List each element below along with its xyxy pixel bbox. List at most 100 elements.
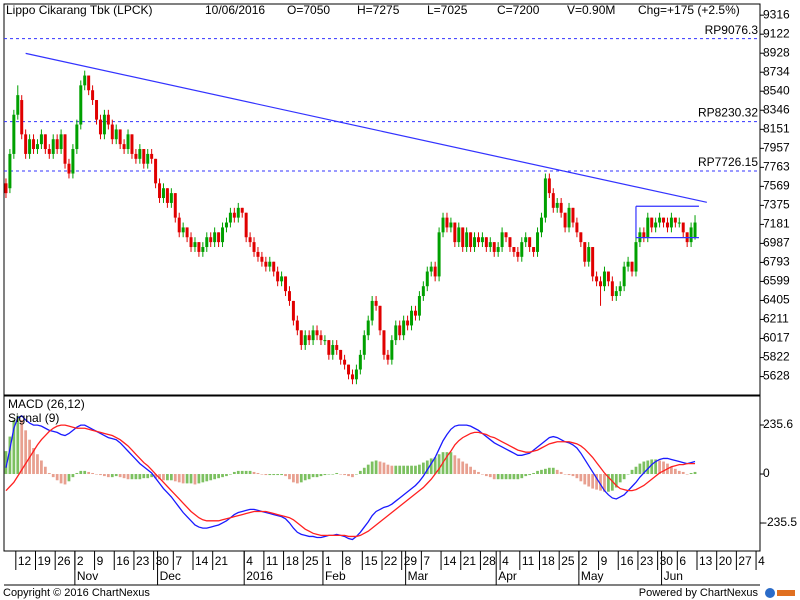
x-tick-label: 11 bbox=[522, 554, 535, 568]
trend-line bbox=[25, 52, 707, 203]
candle-body bbox=[449, 222, 453, 228]
candle-body bbox=[457, 227, 461, 243]
candle-body bbox=[622, 266, 626, 287]
histogram-bar bbox=[260, 474, 264, 475]
x-tick-label: 21 bbox=[215, 554, 229, 568]
histogram-bar bbox=[425, 460, 429, 475]
histogram-bar bbox=[162, 474, 165, 481]
x-tick-label: 25 bbox=[561, 554, 575, 568]
candle-body bbox=[571, 207, 575, 223]
candle-body bbox=[95, 100, 99, 120]
header-volume: V=0.90M bbox=[567, 3, 615, 17]
candle-body bbox=[28, 139, 32, 154]
candle-body bbox=[410, 310, 414, 326]
histogram-bar bbox=[618, 474, 622, 483]
x-tick-label: 30 bbox=[156, 554, 170, 568]
histogram-bar bbox=[114, 474, 118, 477]
histogram-bar bbox=[236, 470, 240, 475]
candle-body bbox=[130, 134, 134, 154]
candle-body bbox=[524, 237, 528, 243]
y-tick-label: 9122 bbox=[763, 26, 790, 40]
candle-body bbox=[181, 227, 185, 233]
histogram-bar bbox=[473, 469, 476, 475]
histogram-bar bbox=[445, 452, 449, 475]
candle-body bbox=[209, 237, 213, 243]
histogram-bar bbox=[197, 474, 201, 484]
x-tick-label: 18 bbox=[286, 554, 300, 568]
histogram-bar bbox=[63, 474, 67, 485]
histogram-bar bbox=[481, 474, 484, 475]
candle-body bbox=[673, 217, 677, 223]
histogram-bar bbox=[221, 474, 224, 478]
y-tick-label: 8151 bbox=[763, 122, 790, 136]
histogram-bar bbox=[8, 436, 12, 475]
histogram-bar bbox=[614, 474, 618, 488]
candle-body bbox=[134, 153, 138, 159]
histogram-bar bbox=[366, 464, 370, 475]
histogram-bar bbox=[99, 474, 102, 476]
candle-body bbox=[646, 217, 650, 238]
histogram-bar bbox=[355, 474, 358, 475]
histogram-bar bbox=[142, 474, 146, 479]
candle-body bbox=[382, 330, 386, 355]
candle-body bbox=[579, 232, 583, 243]
candle-body bbox=[319, 335, 323, 341]
histogram-bar bbox=[528, 474, 532, 476]
histogram-bar bbox=[512, 474, 516, 480]
histogram-bar bbox=[248, 470, 252, 475]
candle-body bbox=[654, 222, 658, 228]
histogram-bar bbox=[544, 468, 547, 475]
histogram-bar bbox=[421, 462, 425, 475]
candle-body bbox=[488, 242, 492, 248]
candle-body bbox=[563, 212, 567, 228]
candle-body bbox=[658, 217, 662, 223]
histogram-bar bbox=[551, 467, 555, 475]
macd-line bbox=[5, 414, 696, 541]
candle-body bbox=[398, 325, 402, 336]
candle-body bbox=[158, 183, 162, 199]
candle-body bbox=[445, 217, 449, 228]
candle-body bbox=[291, 300, 295, 321]
histogram-bar bbox=[673, 468, 677, 475]
histogram-bar bbox=[642, 461, 646, 475]
histogram-bar bbox=[547, 467, 551, 475]
histogram-bar bbox=[303, 474, 307, 481]
footer-powered: Powered by ChartNexus bbox=[639, 587, 759, 599]
header-date: 10/06/2016 bbox=[205, 3, 265, 17]
month-label: 2016 bbox=[246, 569, 273, 583]
histogram-bar bbox=[209, 474, 213, 481]
candle-body bbox=[575, 222, 579, 233]
histogram-bar bbox=[268, 474, 272, 476]
candle-body bbox=[217, 232, 221, 243]
histogram-bar bbox=[496, 474, 500, 480]
histogram-bar bbox=[264, 474, 268, 476]
candle-body bbox=[508, 237, 512, 248]
histogram-bar bbox=[662, 461, 665, 475]
histogram-bar bbox=[457, 458, 461, 475]
candle-body bbox=[587, 247, 591, 262]
candle-body bbox=[374, 300, 378, 306]
candle-body bbox=[413, 310, 417, 316]
x-tick-label: 13 bbox=[699, 554, 713, 568]
x-tick-label: 29 bbox=[404, 554, 418, 568]
candle-body bbox=[315, 330, 319, 336]
histogram-bar bbox=[118, 474, 122, 478]
candle-body bbox=[205, 237, 209, 248]
candle-body bbox=[264, 261, 268, 267]
x-tick-label: 7 bbox=[423, 554, 430, 568]
histogram-bar bbox=[540, 469, 543, 475]
histogram-bar bbox=[378, 461, 382, 475]
histogram-bar bbox=[351, 474, 354, 478]
candle-body bbox=[327, 340, 331, 355]
histogram-bar bbox=[532, 472, 535, 475]
macd-panel bbox=[3, 395, 761, 552]
histogram-bar bbox=[51, 474, 55, 478]
candle-body bbox=[681, 222, 685, 233]
histogram-bar bbox=[276, 474, 280, 476]
x-tick-label: 7 bbox=[175, 554, 182, 568]
candle-body bbox=[114, 129, 118, 140]
histogram-bar bbox=[693, 471, 697, 475]
histogram-bar bbox=[634, 466, 638, 475]
histogram-bar bbox=[453, 455, 457, 475]
